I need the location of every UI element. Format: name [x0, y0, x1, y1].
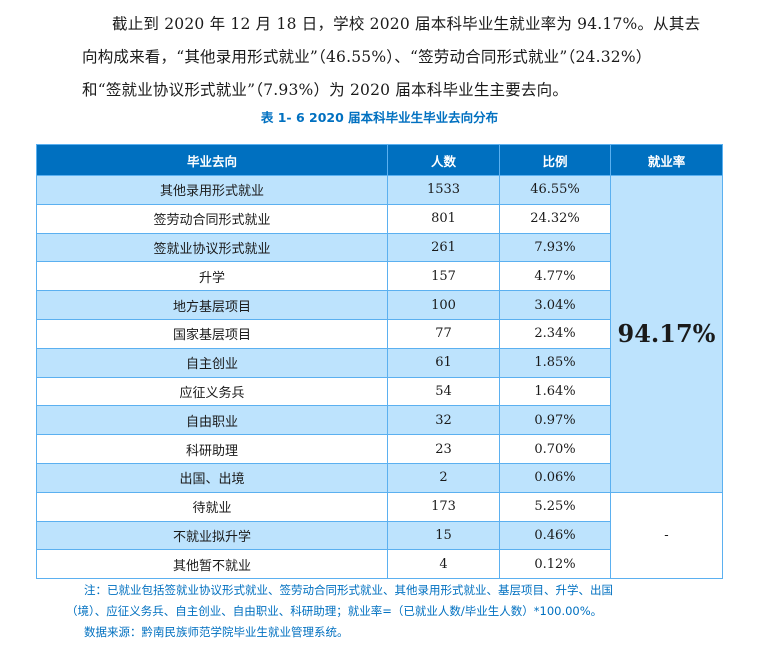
table-row: 签就业协议形式就业 261 7.93% — [36, 232, 723, 263]
ratio-cell: 2.34% — [499, 318, 611, 349]
count-cell: 157 — [387, 261, 500, 292]
employment-rate-cell: 94.17% — [610, 175, 723, 493]
ratio-cell: 1.64% — [499, 376, 611, 407]
header-count: 人数 — [387, 144, 500, 176]
ratio-cell: 1.85% — [499, 347, 611, 378]
count-cell: 261 — [387, 232, 500, 263]
ratio-cell: 0.70% — [499, 434, 611, 464]
destination-cell: 科研助理 — [36, 434, 388, 464]
destination-cell: 自由职业 — [36, 405, 388, 436]
count-cell: 4 — [387, 549, 500, 580]
destination-cell: 出国、出境 — [36, 462, 388, 493]
table-row: 应征义务兵 54 1.64% — [36, 376, 723, 407]
header-destination: 毕业去向 — [36, 144, 388, 176]
ratio-cell: 7.93% — [499, 232, 611, 263]
destination-cell: 地方基层项目 — [36, 290, 388, 320]
table-row: 签劳动合同形式就业 801 24.32% — [36, 203, 723, 234]
table-notes: 注：已就业包括签就业协议形式就业、签劳动合同形式就业、其他录用形式就业、基层项目… — [66, 580, 613, 643]
table-row: 其他暂不就业 4 0.12% — [36, 549, 723, 580]
table-row: 不就业拟升学 15 0.46% — [36, 520, 723, 551]
ratio-cell: 0.97% — [499, 405, 611, 436]
table-row: 其他录用形式就业 1533 46.55% 94.17% — [36, 175, 723, 493]
table-row: 待就业 173 5.25% - — [36, 491, 723, 580]
ratio-cell: 0.46% — [499, 520, 611, 551]
ratio-cell: 3.04% — [499, 290, 611, 320]
count-cell: 801 — [387, 203, 500, 234]
ratio-cell: 4.77% — [499, 261, 611, 292]
destination-cell: 其他录用形式就业 — [36, 175, 388, 205]
destination-cell: 应征义务兵 — [36, 376, 388, 407]
count-cell: 1533 — [387, 175, 500, 205]
count-cell: 2 — [387, 462, 500, 493]
table-row: 国家基层项目 77 2.34% — [36, 318, 723, 349]
intro-line-2: 向构成来看，“其他录用形式就业”（46.55%）、“签劳动合同形式就业”（24.… — [82, 48, 652, 66]
destination-cell: 签就业协议形式就业 — [36, 232, 388, 263]
count-cell: 54 — [387, 376, 500, 407]
table-caption: 表 1- 6 2020 届本科毕业生毕业去向分布 — [260, 110, 499, 125]
count-cell: 32 — [387, 405, 500, 436]
table-row: 地方基层项目 100 3.04% — [36, 290, 723, 320]
ratio-cell: 46.55% — [499, 175, 611, 205]
note-line-2: （境）、应征义务兵、自主创业、自由职业、科研助理；就业率=（已就业人数/毕业生人… — [66, 604, 603, 618]
destination-cell: 自主创业 — [36, 347, 388, 378]
count-cell: 77 — [387, 318, 500, 349]
table-row: 自由职业 32 0.97% — [36, 405, 723, 436]
destination-cell: 升学 — [36, 261, 388, 292]
count-cell: 15 — [387, 520, 500, 551]
destination-cell: 国家基层项目 — [36, 318, 388, 349]
table-row: 科研助理 23 0.70% — [36, 434, 723, 464]
header-ratio: 比例 — [499, 144, 611, 176]
destination-cell: 其他暂不就业 — [36, 549, 388, 580]
ratio-cell: 0.12% — [499, 549, 611, 580]
destination-table: 毕业去向 人数 比例 就业率 其他录用形式就业 1533 46.55% 94.1… — [36, 144, 723, 580]
count-cell: 173 — [387, 491, 500, 522]
header-employment-rate: 就业率 — [610, 144, 723, 176]
count-cell: 100 — [387, 290, 500, 320]
note-line-1: 注：已就业包括签就业协议形式就业、签劳动合同形式就业、其他录用形式就业、基层项目… — [84, 583, 613, 597]
destination-cell: 签劳动合同形式就业 — [36, 203, 388, 234]
intro-paragraph: 截止到 2020 年 12 月 18 日，学校 2020 届本科毕业生就业率为 … — [82, 8, 722, 107]
destination-cell: 待就业 — [36, 491, 388, 522]
destination-cell: 不就业拟升学 — [36, 520, 388, 551]
intro-line-3: 和“签就业协议形式就业”（7.93%）为 2020 届本科毕业生主要去向。 — [82, 81, 569, 99]
ratio-cell: 24.32% — [499, 203, 611, 234]
table-header-row: 毕业去向 人数 比例 就业率 — [36, 144, 723, 176]
table-row: 升学 157 4.77% — [36, 261, 723, 292]
data-source: 数据来源：黔南民族师范学院毕业生就业管理系统。 — [84, 625, 349, 639]
count-cell: 23 — [387, 434, 500, 464]
ratio-cell: 0.06% — [499, 462, 611, 493]
unemployed-rate-cell: - — [610, 491, 723, 580]
intro-line-1: 截止到 2020 年 12 月 18 日，学校 2020 届本科毕业生就业率为 … — [112, 15, 701, 33]
count-cell: 61 — [387, 347, 500, 378]
ratio-cell: 5.25% — [499, 491, 611, 522]
